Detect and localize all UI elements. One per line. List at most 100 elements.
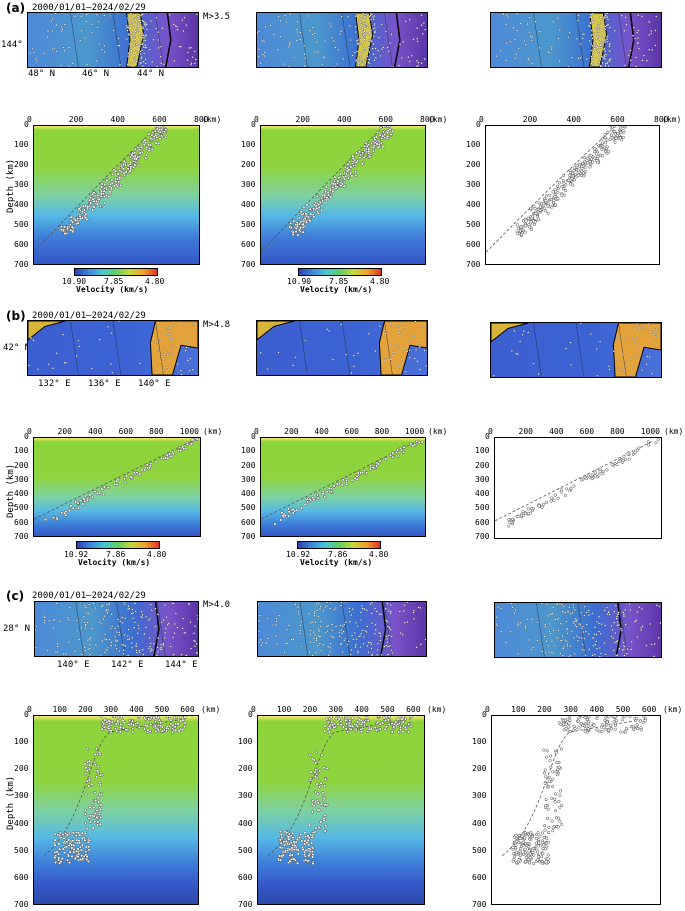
hypocenter-marker [398,446,402,450]
epicenter-marker [616,338,619,341]
epicenter-marker [166,353,169,356]
hypocenter-marker [138,151,142,155]
section-svg [43,716,187,865]
hypocenter-marker [571,174,575,178]
epicenter-marker [110,612,113,615]
hypocenter-marker [158,130,162,134]
epicenter-marker [370,643,373,646]
hypocenter-marker [322,818,326,823]
hypocenter-marker [375,142,379,146]
epicenter-marker [616,359,619,362]
epicenter-marker [85,13,88,16]
epicenter-marker [635,323,638,325]
hypocenter-marker [293,844,297,848]
hypocenter-marker [587,716,591,719]
x-unit-label: (km) [203,427,223,436]
epicenter-marker [591,37,594,40]
hypocenter-marker [576,173,581,177]
hypocenter-marker [341,725,345,729]
hypocenter-marker [336,179,340,183]
epicenter-marker [98,42,101,45]
hypocenter-marker [319,802,323,806]
map-grid-line [112,321,122,375]
hypocenter-marker [143,466,148,470]
hypocenter-marker [286,507,291,511]
epicenter-marker [621,353,625,356]
epicenter-marker [415,59,418,62]
epicenter-marker [73,650,76,653]
hypocenter-marker [355,477,359,481]
hypocenter-marker [281,514,285,518]
epicenter-marker [506,16,509,19]
epicenter-marker [67,65,71,67]
hypocenter-marker [107,195,111,199]
epicenter-marker [559,652,562,655]
epicenter-marker [144,46,147,49]
epicenter-marker [157,637,160,640]
epicenter-marker [532,362,535,365]
hypocenter-marker [602,725,606,729]
epicenter-marker [400,56,403,59]
epicenter-marker [345,353,348,356]
hypocenter-marker [626,452,630,456]
hypocenter-marker [97,197,101,201]
epicenter-marker [159,45,162,48]
epicenter-marker [160,62,163,65]
epicenter-marker [173,59,176,62]
hypocenter-marker [545,500,549,504]
epicenter-marker [611,628,614,631]
hypocenter-marker [95,202,99,206]
x-tick-label: 100 [276,705,292,714]
epicenter-marker [137,15,140,18]
epicenter-marker [573,652,576,655]
epicenter-marker [636,635,639,638]
epicenter-marker [645,59,648,62]
epicenter-marker [260,644,263,647]
epicenter-marker [340,632,344,635]
epicenter-marker [53,618,56,621]
epicenter-marker [600,623,603,626]
epicenter-marker [104,638,107,641]
epicenter-marker [527,638,530,641]
colorbar-tick: 7.86 [328,550,348,559]
hypocenter-marker [536,858,540,862]
hypocenter-marker [74,834,78,838]
hypocenter-marker [154,729,158,733]
hypocenter-marker [83,772,87,776]
epicenter-marker [365,609,368,612]
epicenter-marker [332,635,335,639]
hypocenter-marker [556,496,560,500]
hypocenter-marker [60,225,64,229]
y-tick-label: 100 [14,140,29,149]
epicenter-marker [363,47,366,50]
epicenter-marker [77,339,80,342]
epicenter-marker [63,49,66,52]
hypocenter-marker [302,853,307,857]
panel-label: (c) [6,589,25,603]
hypocenter-marker [100,192,104,196]
hypocenter-marker [579,722,583,726]
hypocenter-marker [621,135,625,139]
hypocenter-marker [99,803,103,807]
y-tick-label: 600 [14,517,29,527]
epicenter-marker [258,630,261,633]
epicenter-marker [126,29,129,32]
epicenter-marker [370,622,373,625]
hypocenter-marker [62,228,66,232]
epicenter-marker [155,65,159,67]
epicenter-marker [163,603,166,607]
hypocenter-marker [390,722,394,726]
epicenter-marker [418,345,421,348]
epicenter-marker [621,368,624,371]
hypocenter-marker [536,831,540,835]
epicenter-marker [609,57,612,60]
hypocenter-marker [84,216,88,220]
hypocenter-marker [557,800,561,804]
hypocenter-marker [607,716,611,719]
epicenter-marker [361,607,364,610]
hypocenter-marker [301,222,305,226]
x-tick-label: 200 [57,427,72,436]
y-tick-label: 200 [14,160,29,169]
epicenter-marker [172,23,175,26]
hypocenter-marker [588,165,592,169]
